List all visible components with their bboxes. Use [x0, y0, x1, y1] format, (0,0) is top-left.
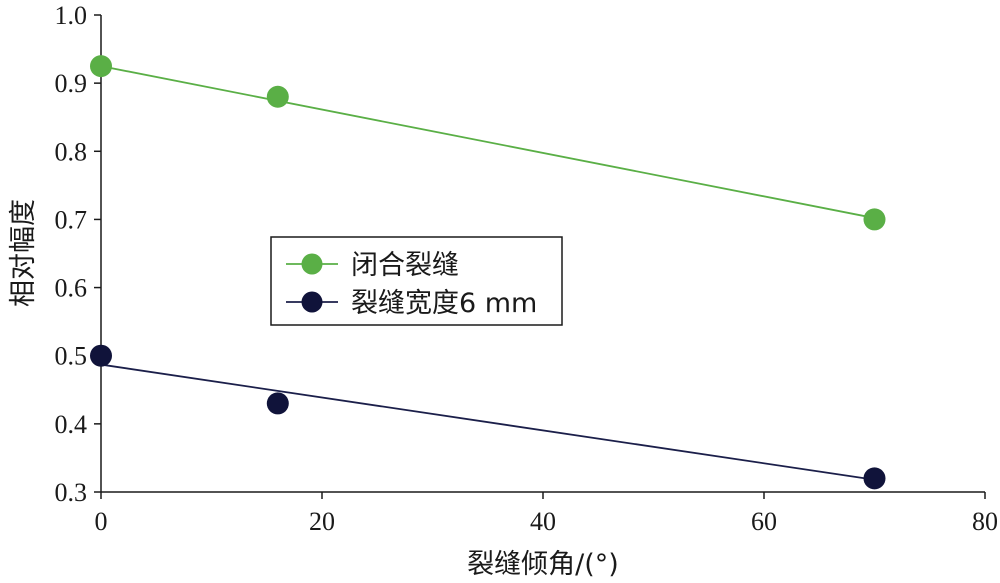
y-tick-label: 0.7 — [55, 205, 88, 234]
y-tick-label: 1.0 — [55, 1, 88, 30]
y-tick-label: 0.4 — [55, 410, 88, 439]
legend-label-fracture-width: 裂缝宽度6 mm — [351, 288, 537, 319]
trend-lines — [100, 65, 875, 481]
legend-marker-fracture-width — [301, 291, 323, 313]
y-tick-label: 0.3 — [55, 478, 88, 507]
x-tick-label: 0 — [95, 507, 108, 536]
x-tick-label: 20 — [309, 507, 335, 536]
data-point-series-0 — [266, 85, 289, 108]
x-tick-label: 60 — [751, 507, 777, 536]
x-axis-ticks: 0 20 40 60 80 — [95, 492, 998, 536]
legend: 闭合裂缝 裂缝宽度6 mm — [270, 236, 563, 326]
y-axis-ticks: 0.3 0.4 0.5 0.6 0.7 0.8 0.9 1.0 — [55, 1, 101, 507]
y-tick-label: 0.9 — [55, 69, 88, 98]
data-point-series-1 — [266, 392, 289, 415]
data-point-series-0 — [863, 208, 886, 231]
data-point-series-0 — [90, 55, 112, 78]
data-point-series-1 — [90, 344, 112, 367]
trend-line-series-0 — [100, 65, 875, 219]
y-tick-label: 0.6 — [55, 274, 88, 303]
legend-marker-closed-fracture — [301, 253, 323, 275]
data-point-series-1 — [863, 467, 886, 490]
legend-box — [270, 236, 563, 326]
y-tick-label: 0.8 — [55, 137, 88, 166]
legend-label-closed-fracture: 闭合裂缝 — [351, 250, 459, 281]
trend-line-series-1 — [100, 363, 875, 481]
data-points — [90, 55, 886, 490]
x-tick-label: 80 — [972, 507, 998, 536]
y-tick-label: 0.5 — [55, 342, 88, 371]
y-axis-title: 相对幅度 — [8, 199, 39, 307]
x-axis-title: 裂缝倾角/(°) — [467, 549, 619, 580]
x-tick-label: 40 — [530, 507, 556, 536]
